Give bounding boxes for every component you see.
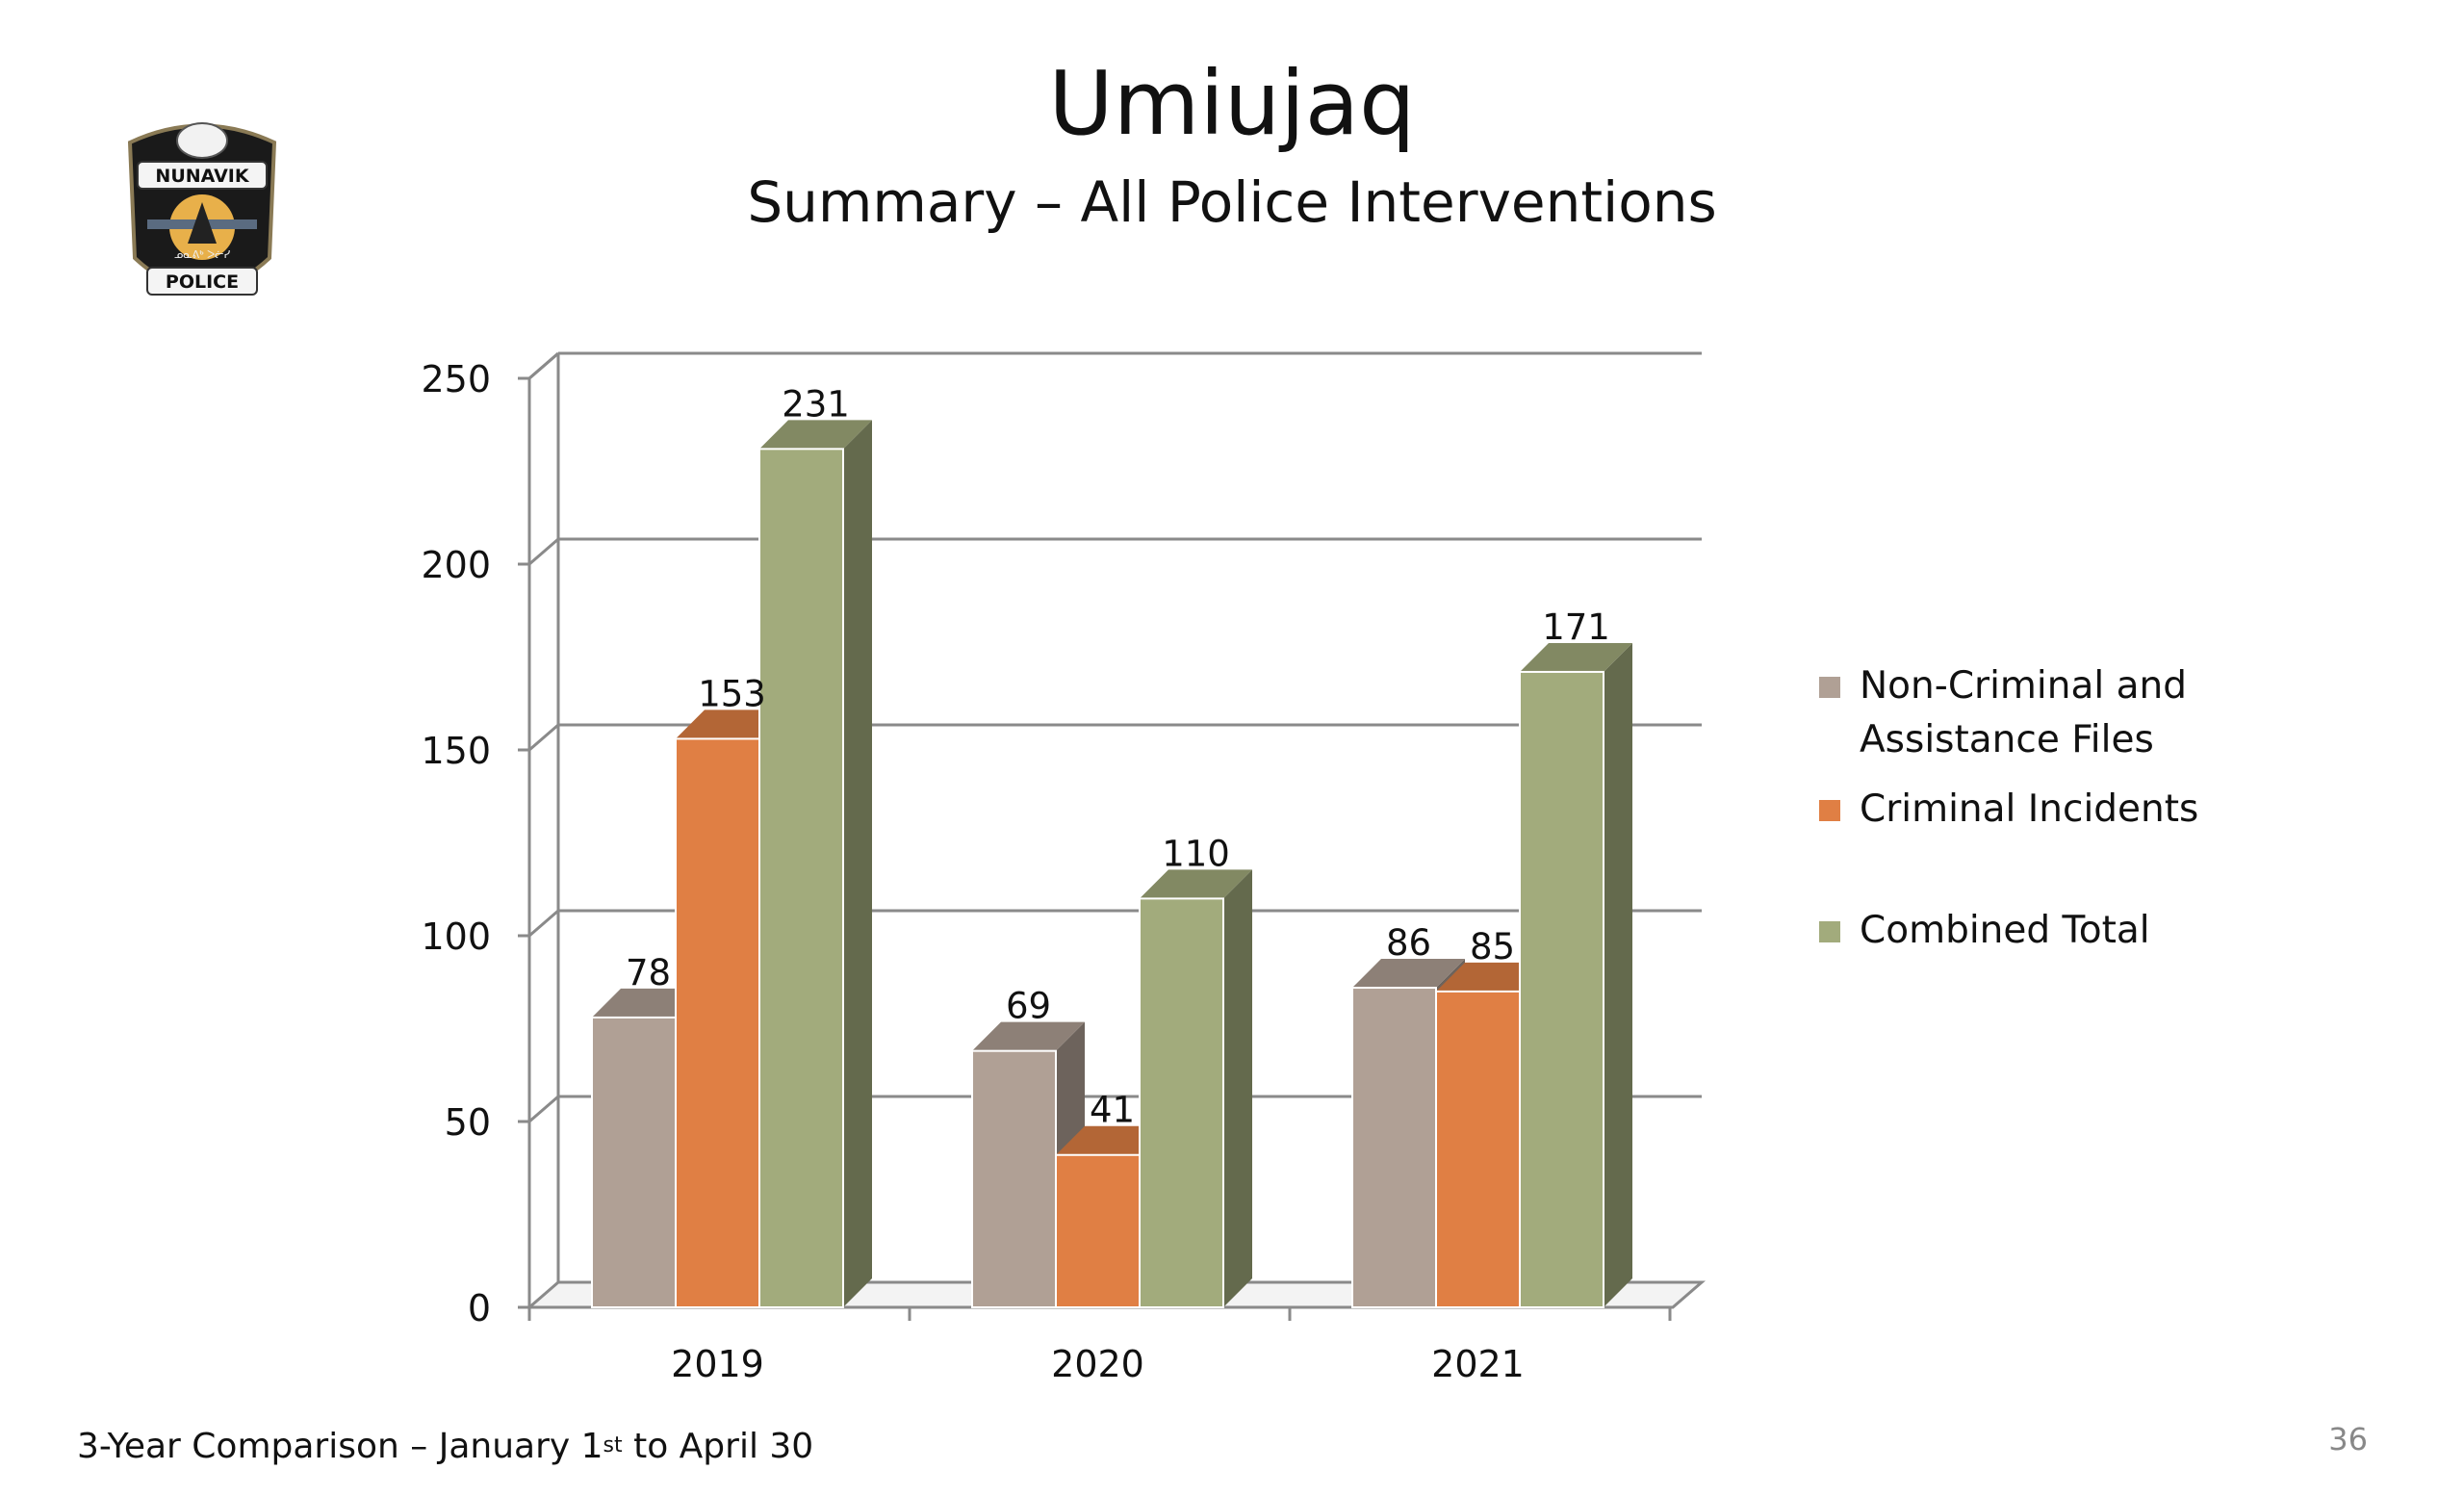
- bar-front: [591, 1016, 677, 1309]
- legend-swatch: [1819, 677, 1840, 698]
- bar-front: [1139, 897, 1224, 1309]
- bar-top: [1520, 642, 1632, 672]
- bar-combined-2020: [1139, 869, 1252, 1309]
- bar-side: [1604, 642, 1632, 1307]
- bar-front: [1435, 990, 1521, 1309]
- y-tick-label: 50: [445, 1101, 491, 1144]
- y-tick-label: 200: [421, 544, 491, 586]
- data-label: 78: [626, 952, 671, 993]
- bar-side: [1223, 869, 1252, 1307]
- y-tick-label: 0: [468, 1287, 491, 1329]
- bar-top: [1352, 959, 1465, 989]
- y-tick-label: 150: [421, 730, 491, 772]
- bar-side: [843, 420, 872, 1308]
- page-number: 36: [2328, 1421, 2368, 1457]
- data-label: 231: [782, 383, 850, 425]
- data-label: 85: [1470, 926, 1515, 967]
- legend-swatch: [1819, 800, 1840, 821]
- page-subtitle: Summary – All Police Interventions: [747, 169, 1717, 235]
- footer-text: 3-Year Comparison – January 1: [77, 1427, 603, 1466]
- footer-superscript: st: [603, 1433, 623, 1457]
- bar-top: [759, 420, 872, 450]
- svg-text:ᓄᓇᕕᒃ ᐳᓖᓯ: ᓄᓇᕕᒃ ᐳᓖᓯ: [174, 248, 231, 261]
- legend-label: Combined Total: [1860, 909, 2150, 952]
- legend-item-non-criminal: Non-Criminal and Assistance Files: [1819, 659, 2358, 767]
- data-label: 153: [698, 673, 766, 714]
- gridline-diagonal: [528, 723, 559, 752]
- legend-item-criminal: Criminal Incidents: [1819, 783, 2358, 837]
- svg-text:POLICE: POLICE: [166, 271, 239, 293]
- data-label: 41: [1090, 1090, 1135, 1131]
- legend-item-combined: Combined Total: [1819, 904, 2358, 958]
- data-label: 69: [1006, 986, 1051, 1027]
- bar-front: [1055, 1153, 1141, 1308]
- y-tick-label: 250: [421, 358, 491, 400]
- gridline-diagonal: [528, 1095, 559, 1123]
- bar-top: [1140, 869, 1252, 899]
- bar-front: [971, 1049, 1057, 1309]
- chart-legend: Non-Criminal and Assistance Files Crimin…: [1819, 659, 2358, 958]
- y-tick-label: 100: [421, 916, 491, 958]
- legend-label: Criminal Incidents: [1860, 787, 2199, 831]
- gridline-diagonal: [528, 537, 559, 566]
- gridline-diagonal: [528, 909, 559, 938]
- footer-text-end: to April 30: [622, 1427, 814, 1466]
- x-tick-label: 2019: [671, 1343, 764, 1385]
- bar-top: [972, 1021, 1085, 1051]
- legend-label: Assistance Files: [1860, 718, 2154, 761]
- bar-combined-2021: [1519, 642, 1632, 1308]
- footer-caption: 3-Year Comparison – January 1st to April…: [77, 1423, 813, 1476]
- nunavik-police-badge-icon: NUNAVIK ᓄᓇᕕᒃ ᐳᓖᓯ POLICE: [127, 122, 277, 296]
- chart-bars: [591, 420, 1632, 1309]
- svg-text:NUNAVIK: NUNAVIK: [155, 166, 249, 187]
- x-tick-label: 2021: [1431, 1343, 1525, 1385]
- bar-front: [758, 448, 844, 1308]
- legend-swatch: [1819, 921, 1840, 942]
- chart-labels: 0 50 100 150 200 250 78 153 231 2019 69 41 110 2020 86…: [421, 358, 1609, 1385]
- bar-front: [1519, 670, 1604, 1308]
- data-label: 171: [1542, 606, 1610, 648]
- data-label: 110: [1162, 833, 1230, 874]
- y-axis-top-line: [528, 351, 559, 380]
- bar-front: [1351, 987, 1437, 1309]
- data-label: 86: [1386, 922, 1431, 964]
- legend-label: Non-Criminal and: [1860, 664, 2187, 708]
- x-tick-label: 2020: [1051, 1343, 1144, 1385]
- page-title: Umiujaq: [1048, 52, 1416, 155]
- bar-front: [675, 737, 760, 1308]
- bar-combined-2019: [758, 420, 872, 1308]
